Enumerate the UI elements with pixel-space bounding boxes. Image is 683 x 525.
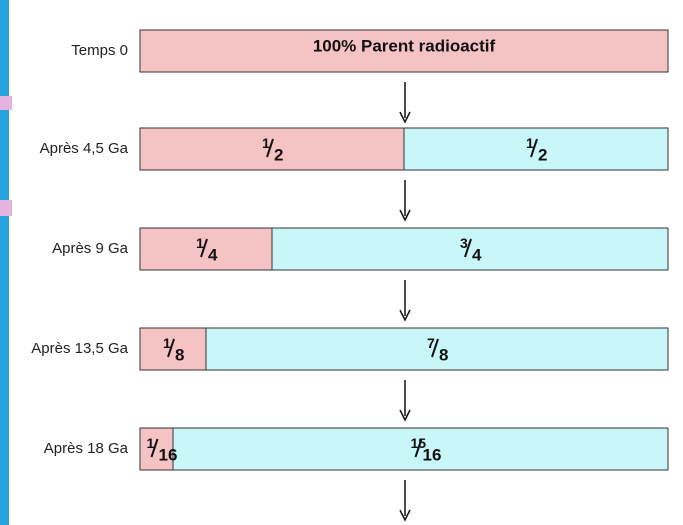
daughter-bar xyxy=(403,127,669,171)
numerator: 7 xyxy=(427,335,435,351)
arrow-head xyxy=(399,209,411,222)
fraction: 1 xyxy=(147,435,155,451)
fraction: 1 xyxy=(262,135,270,151)
numerator: 1 xyxy=(262,135,270,151)
numerator: 1 xyxy=(196,235,204,251)
numerator: 1 xyxy=(163,335,171,351)
row-label: Temps 0 xyxy=(71,42,128,59)
fraction: 15 xyxy=(411,435,427,451)
row-label: Après 18 Ga xyxy=(44,440,129,457)
fraction: 1 xyxy=(526,135,534,151)
fraction-slash xyxy=(200,238,208,258)
denominator: 8 xyxy=(175,345,184,364)
arrow-head xyxy=(399,409,411,422)
denominator: 16 xyxy=(159,445,178,464)
row-label: Après 4,5 Ga xyxy=(40,140,129,157)
numerator: 3 xyxy=(460,235,468,251)
fraction: 3 xyxy=(460,235,468,251)
denominator: 2 xyxy=(274,145,283,164)
left-border xyxy=(0,0,9,525)
row-label: Après 13,5 Ga xyxy=(31,340,128,357)
parent-bar xyxy=(139,29,669,73)
parent-bar xyxy=(139,227,273,271)
fraction: 7 xyxy=(427,335,435,351)
fraction-slash xyxy=(431,338,439,358)
denominator: 2 xyxy=(538,145,547,164)
daughter-bar xyxy=(172,427,669,471)
decor xyxy=(0,200,12,216)
numerator: 15 xyxy=(411,435,427,451)
fraction-slash xyxy=(464,238,472,258)
numerator: 1 xyxy=(147,435,155,451)
daughter-bar xyxy=(205,327,669,371)
fraction-slash xyxy=(150,438,159,458)
row-label: Après 9 Ga xyxy=(52,240,129,257)
fraction-slash xyxy=(167,338,175,358)
fraction-slash xyxy=(530,138,538,158)
denominator: 16 xyxy=(423,445,442,464)
arrow-head xyxy=(399,309,411,322)
fraction: 1 xyxy=(196,235,204,251)
numerator: 1 xyxy=(526,135,534,151)
denominator: 4 xyxy=(472,245,482,264)
arrow-head xyxy=(399,111,411,124)
parent-bar xyxy=(139,327,207,371)
decor xyxy=(0,96,12,110)
fraction-slash xyxy=(266,138,274,158)
fraction: 1 xyxy=(163,335,171,351)
arrow-head xyxy=(399,509,411,522)
parent-bar xyxy=(139,127,405,171)
daughter-bar xyxy=(271,227,669,271)
fraction-slash xyxy=(414,438,423,458)
denominator: 8 xyxy=(439,345,448,364)
denominator: 4 xyxy=(208,245,218,264)
bar-text: 100% Parent radioactif xyxy=(313,36,496,55)
